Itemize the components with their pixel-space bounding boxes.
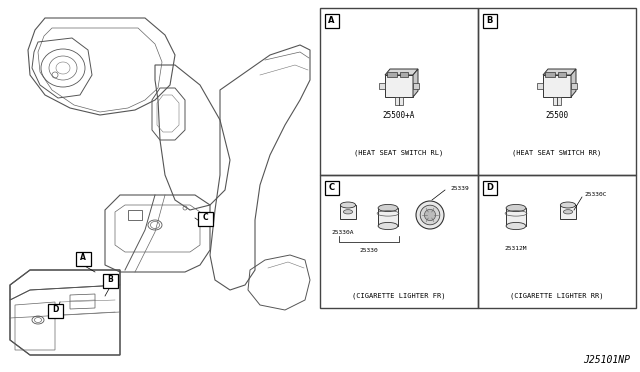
Bar <box>413 83 419 89</box>
FancyBboxPatch shape <box>483 13 497 28</box>
Bar <box>506 208 526 226</box>
Text: 25312M: 25312M <box>505 246 527 250</box>
FancyBboxPatch shape <box>47 304 63 317</box>
Ellipse shape <box>563 210 573 214</box>
Circle shape <box>420 205 440 225</box>
Ellipse shape <box>506 204 526 212</box>
Ellipse shape <box>561 202 575 208</box>
Bar <box>379 83 385 89</box>
Text: A: A <box>328 16 335 25</box>
Ellipse shape <box>344 210 353 214</box>
Bar <box>478 8 636 175</box>
Ellipse shape <box>340 202 356 208</box>
Text: B: B <box>486 16 493 25</box>
Bar <box>400 72 408 77</box>
Ellipse shape <box>506 222 526 230</box>
Bar <box>395 97 403 105</box>
Bar <box>378 208 398 226</box>
Polygon shape <box>571 69 576 97</box>
Text: (CIGARETTE LIGHTER RR): (CIGARETTE LIGHTER RR) <box>510 293 604 299</box>
Bar <box>537 83 543 89</box>
Text: D: D <box>486 183 493 192</box>
Bar <box>545 72 555 77</box>
Bar <box>561 205 575 219</box>
Text: 25330C: 25330C <box>584 192 607 198</box>
Text: C: C <box>328 183 335 192</box>
Bar <box>320 8 478 175</box>
Text: 25500: 25500 <box>545 110 568 119</box>
Ellipse shape <box>378 204 398 212</box>
Bar <box>128 210 142 220</box>
FancyBboxPatch shape <box>76 251 90 266</box>
Bar <box>543 75 571 97</box>
Text: (HEAT SEAT SWITCH RR): (HEAT SEAT SWITCH RR) <box>513 150 602 156</box>
Text: 25330A: 25330A <box>332 230 355 234</box>
FancyBboxPatch shape <box>102 273 118 288</box>
Text: 25339: 25339 <box>450 186 468 190</box>
Text: A: A <box>80 253 86 263</box>
Circle shape <box>424 209 436 221</box>
Text: D: D <box>52 305 58 314</box>
FancyBboxPatch shape <box>483 180 497 195</box>
Polygon shape <box>385 69 418 75</box>
Bar <box>558 72 566 77</box>
Text: 25500+A: 25500+A <box>383 110 415 119</box>
Ellipse shape <box>378 222 398 230</box>
Text: (CIGARETTE LIGHTER FR): (CIGARETTE LIGHTER FR) <box>352 293 445 299</box>
Bar <box>478 175 636 308</box>
Bar <box>553 97 561 105</box>
Text: 25330: 25330 <box>360 248 378 253</box>
Bar <box>340 205 356 219</box>
FancyBboxPatch shape <box>324 13 339 28</box>
Bar <box>387 72 397 77</box>
Text: J25101NP: J25101NP <box>583 355 630 365</box>
Polygon shape <box>543 69 576 75</box>
FancyBboxPatch shape <box>198 212 212 225</box>
Text: B: B <box>107 276 113 285</box>
Bar <box>320 175 478 308</box>
Polygon shape <box>413 69 418 97</box>
Circle shape <box>416 201 444 229</box>
Bar <box>571 83 577 89</box>
Bar <box>385 75 413 97</box>
Text: (HEAT SEAT SWITCH RL): (HEAT SEAT SWITCH RL) <box>355 150 444 156</box>
FancyBboxPatch shape <box>324 180 339 195</box>
Text: C: C <box>202 214 208 222</box>
